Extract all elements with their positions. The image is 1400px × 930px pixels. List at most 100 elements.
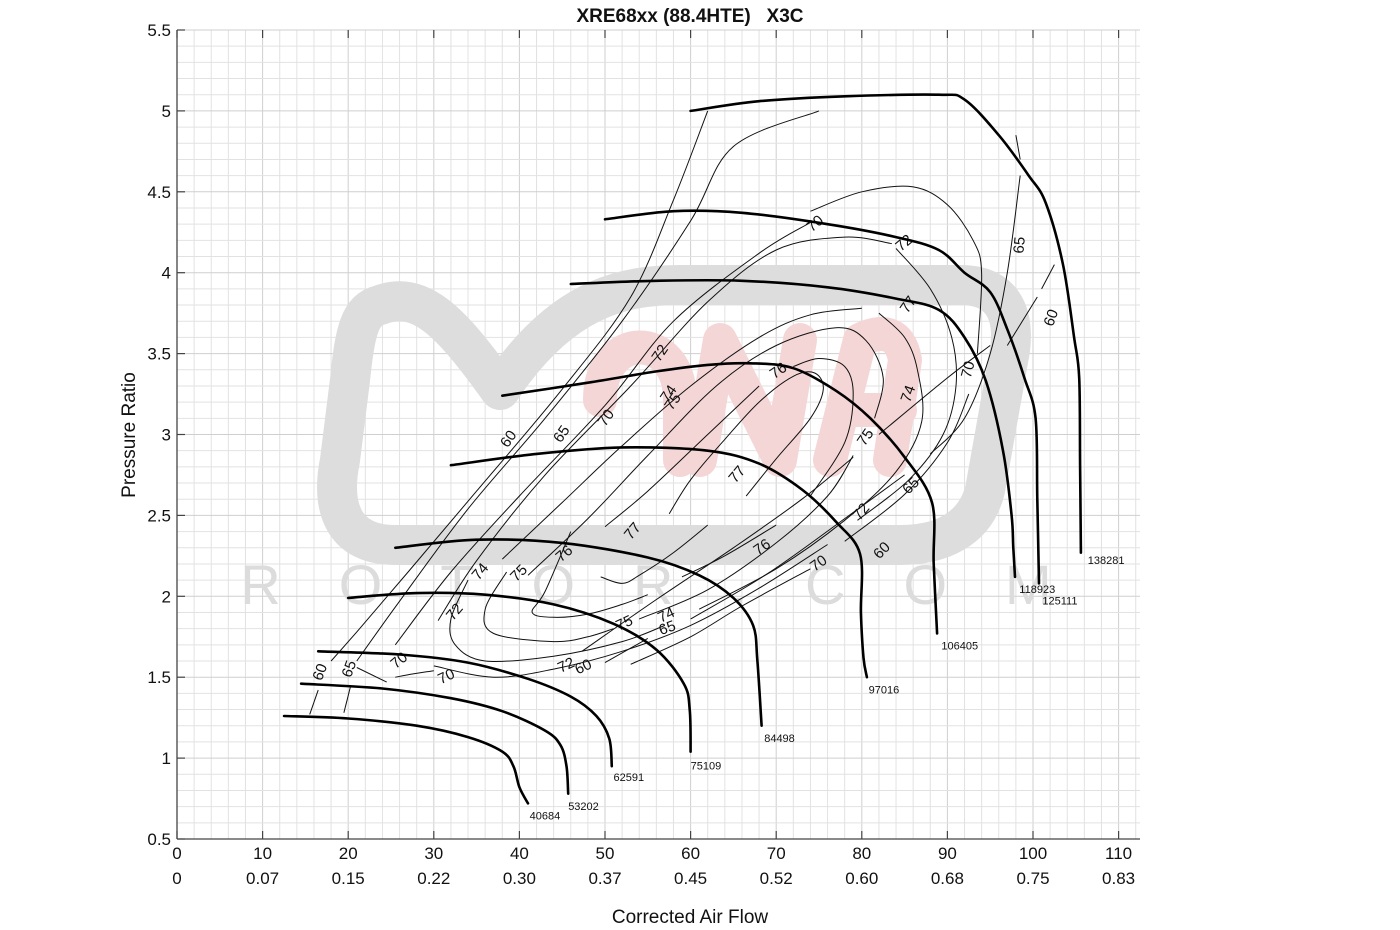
x-tick-label: 10 [253,844,272,863]
efficiency-contour-line [437,236,892,621]
efficiency-contour-line [810,185,983,354]
speed-line-label: 106405 [941,641,978,653]
speed-line-curve [689,93,1083,554]
efficiency-label: 65 [550,422,573,445]
efficiency-label: 60 [309,661,331,682]
y-tick-label: 5.5 [147,21,171,40]
watermark-text: ROTOR.COM [240,553,1109,616]
efficiency-label: 70 [595,406,618,429]
x-tick-label: 30 [424,844,443,863]
watermark-logo: ROTOR.COM [240,265,1109,616]
efficiency-label: 74 [655,604,677,626]
efficiency-contour-line [394,222,811,646]
speed-line-label: 125111 [1042,595,1077,607]
efficiency-label: 74 [657,382,680,405]
efficiency-label: 75 [661,390,684,413]
efficiency-contour-line [604,385,760,528]
x-tick-label: 50 [596,844,615,863]
speed-line-label: 75109 [691,760,722,772]
x-tick-label: 0 [172,844,181,863]
speed-line-label: 138281 [1088,555,1125,567]
speed-line-curve [449,445,869,679]
x-tick-label-secondary: 0.15 [332,869,365,888]
speed-lines: 40684 53202 62591 75109 84498 97016 106405 1189… [282,93,1125,823]
speed-line-53202: 53202 [299,682,599,813]
x-tick-label-secondary: 0.52 [760,869,793,888]
efficiency-contour-line [527,327,884,576]
efficiency-label: 60 [1040,307,1062,328]
efficiency-contours: 6060606060656565656570707070707072727272… [309,110,1062,715]
y-tick-label: 1 [162,749,171,768]
watermark-red-letters [583,317,922,477]
efficiency-contour-line [600,524,709,584]
speed-line-label: 84498 [764,733,795,745]
speed-line-118923: 118923 [569,278,1055,596]
efficiency-label: 72 [555,654,577,676]
efficiency-contour-line [356,110,820,662]
x-tick-label-secondary: 0.45 [674,869,707,888]
speed-line-62591: 62591 [316,650,644,784]
speed-line-label: 118923 [1019,584,1055,596]
x-tick-label: 40 [510,844,529,863]
efficiency-contour-line [698,312,924,610]
x-tick-label-secondary: 0.75 [1016,869,1049,888]
x-tick-label: 70 [767,844,786,863]
efficiency-contour-line [483,571,614,643]
efficiency-label: 70 [807,552,830,575]
y-tick-label: 2.5 [147,506,171,525]
efficiency-contour-line [309,689,319,715]
efficiency-contour-line [343,685,352,713]
x-tick-label: 110 [1105,844,1132,863]
speed-line-curve [282,714,530,805]
y-tick-label: 0.5 [147,830,171,849]
efficiency-contour-line [1006,296,1038,346]
efficiency-contour-line [793,357,854,497]
efficiency-contour-line [433,544,828,678]
speed-line-curve [501,361,939,635]
speed-line-106405: 106405 [501,361,978,653]
efficiency-contour-line [929,175,1021,455]
efficiency-contour-line [449,579,666,663]
speed-line-curve [346,591,692,753]
x-tick-label-secondary: 0.37 [588,869,621,888]
watermark-gray-loop [317,265,1031,565]
x-tick-label: 20 [339,844,358,863]
efficiency-label: 72 [648,342,671,365]
efficiency-contour-line [604,637,649,664]
speed-line-curve [603,209,1041,585]
speed-line-125111: 125111 [603,209,1077,607]
efficiency-contour-line [395,670,434,678]
x-tick-label-secondary: 0.30 [503,869,536,888]
efficiency-contour-line [878,345,991,435]
x-tick-label-secondary: 0 [172,869,181,888]
efficiency-label: 70 [435,665,457,687]
efficiency-contour-line [639,455,854,620]
x-tick-label-secondary: 0.60 [845,869,878,888]
x-tick-label: 90 [938,844,957,863]
efficiency-label: 76 [750,536,773,559]
efficiency-contour-line [1041,264,1055,290]
x-tick-label: 80 [852,844,871,863]
speed-line-label: 40684 [530,811,561,823]
speed-line-label: 97016 [869,684,900,696]
chart-title: XRE68xx (88.4HTE) X3C [576,6,803,27]
y-tick-label: 4.5 [147,183,171,202]
speed-line-40684: 40684 [282,714,561,823]
efficiency-label: 75 [854,426,877,449]
efficiency-contour-line [501,307,862,560]
y-axis-label: Pressure Ratio [119,372,140,498]
y-tick-label: 4 [162,264,171,283]
x-tick-label-secondary: 0.22 [417,869,450,888]
efficiency-label: 70 [958,359,979,380]
x-tick-label-secondary: 0.07 [246,869,279,888]
y-tick-label: 1.5 [147,668,171,687]
x-tick-label-secondary: 0.68 [931,869,964,888]
efficiency-contour-line [844,393,970,542]
efficiency-contour-line [630,568,811,665]
y-tick-label: 3 [162,426,171,445]
speed-line-curve [316,650,614,768]
efficiency-label: 65 [1010,236,1028,254]
speed-line-138281: 138281 [689,93,1125,567]
